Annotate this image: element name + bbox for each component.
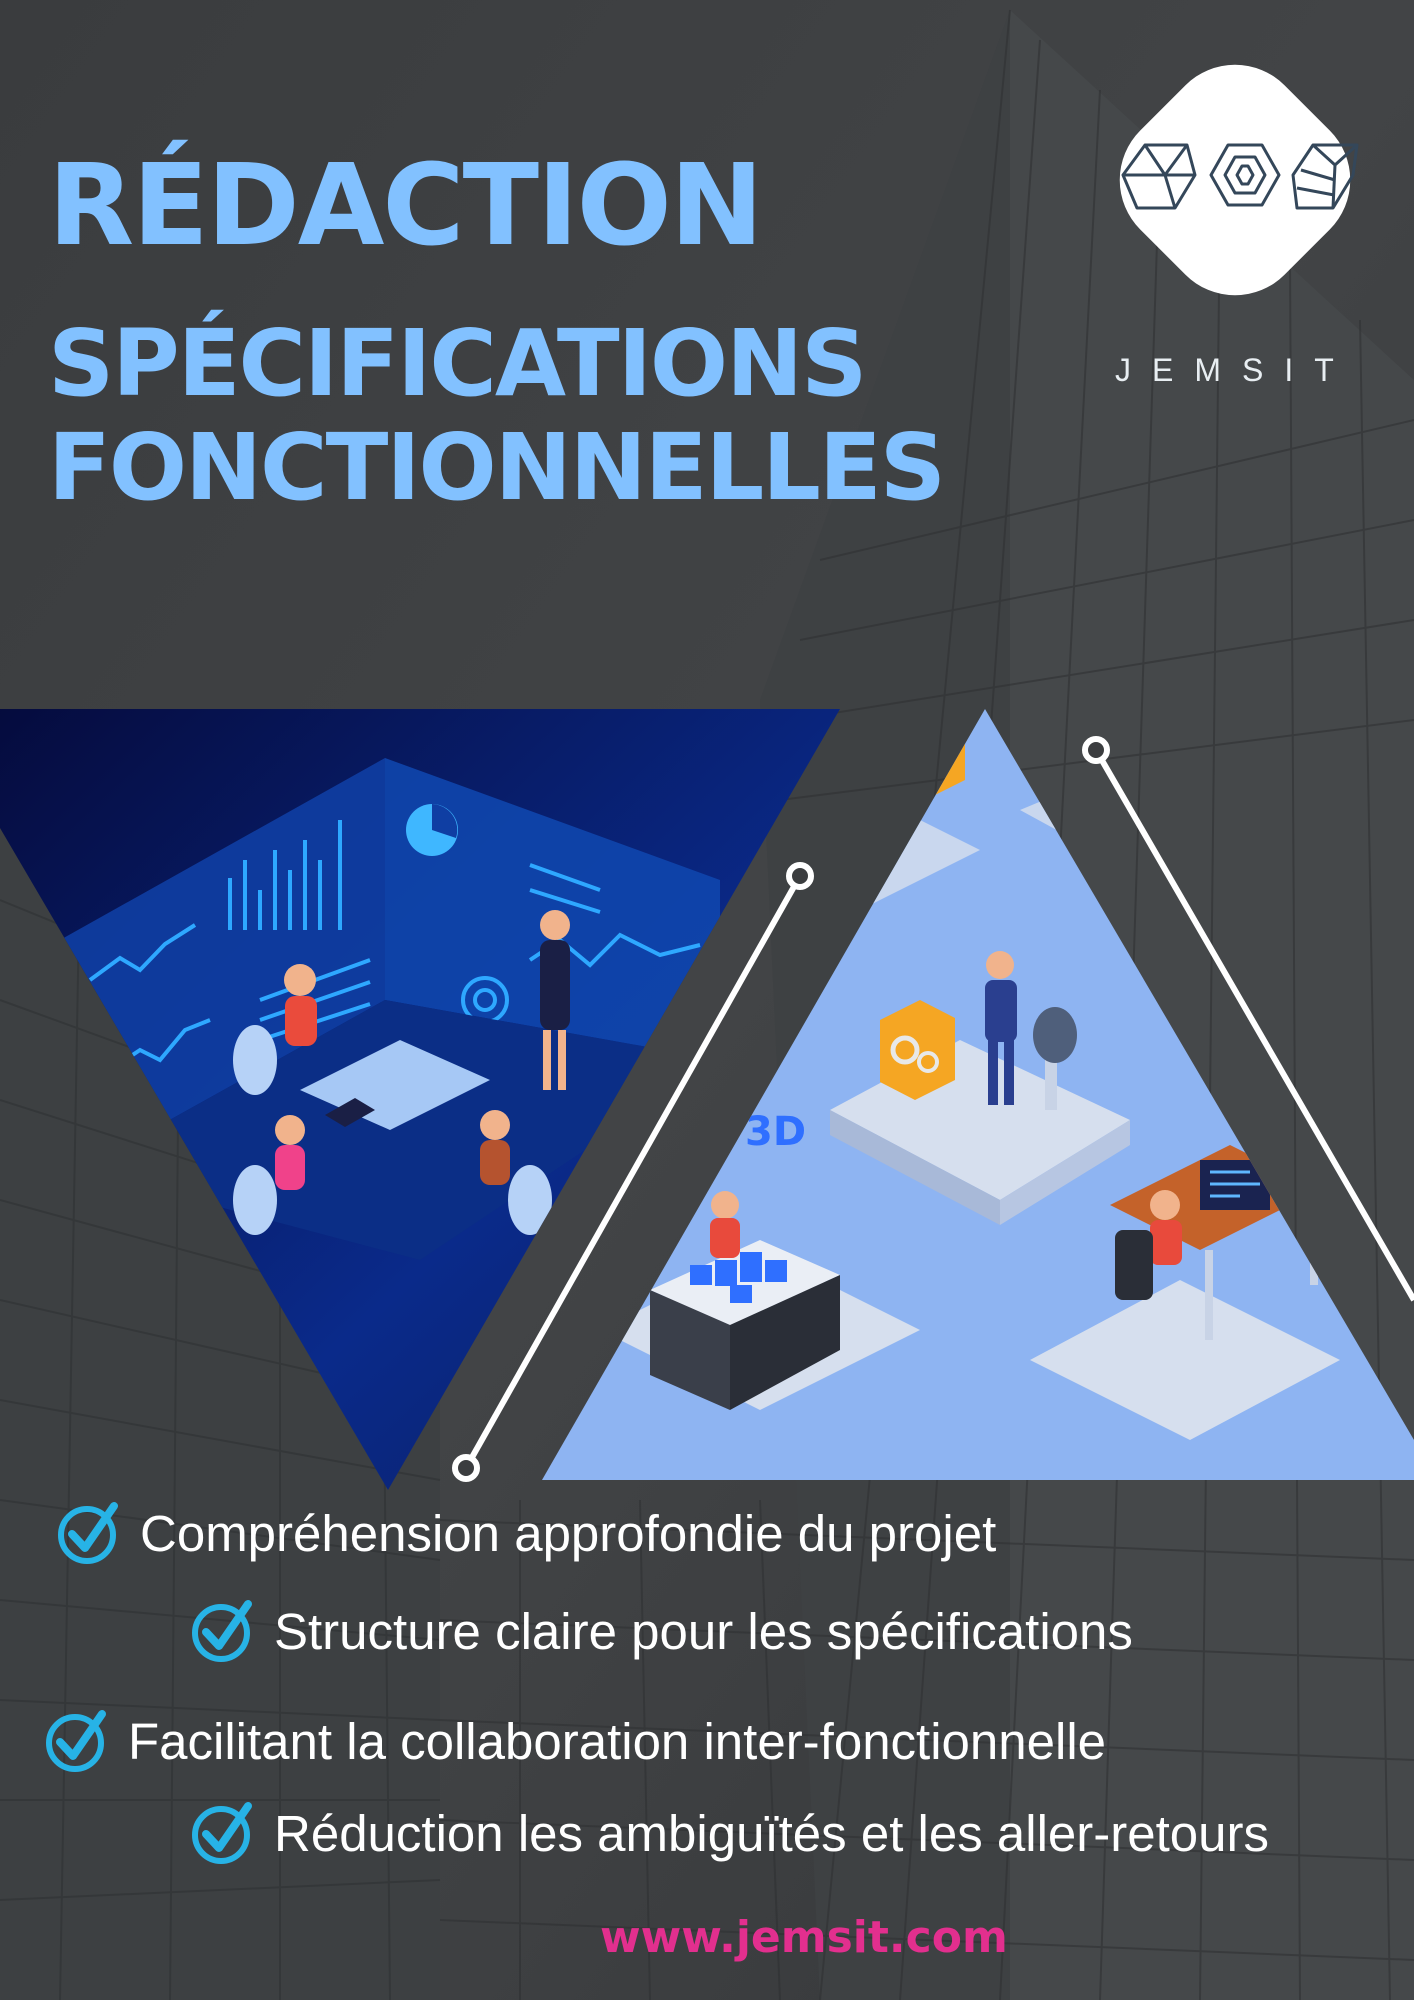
checkmark-icon xyxy=(192,1600,252,1662)
checkmark-icon xyxy=(46,1710,106,1772)
feature-text: Compréhension approfondie du projet xyxy=(140,1504,997,1562)
connector-lines xyxy=(463,748,1414,1470)
feature-text: Structure claire pour les spécifications xyxy=(274,1602,1133,1660)
feature-text: Facilitant la collaboration inter-foncti… xyxy=(128,1712,1107,1770)
feature-item: Facilitant la collaboration inter-foncti… xyxy=(44,1708,1106,1774)
geometric-cubes-logo-icon xyxy=(1119,64,1359,296)
website-link[interactable]: www.jemsit.com xyxy=(600,1912,1008,1963)
feature-item: Compréhension approfondie du projet xyxy=(56,1500,996,1566)
title-line-3: FONCTIONNELLES xyxy=(48,414,946,521)
checkmark-icon xyxy=(192,1802,252,1864)
title-line-2: SPÉCIFICATIONS xyxy=(48,310,867,417)
title-line-1: RÉDACTION xyxy=(48,141,764,271)
badge-3d: 3D xyxy=(745,1109,806,1155)
hero-illustrations: 3D xyxy=(0,709,1414,1490)
checkmark-icon xyxy=(58,1502,118,1564)
feature-item: Réduction les ambiguïtés et les aller-re… xyxy=(190,1800,1269,1866)
feature-item: Structure claire pour les spécifications xyxy=(190,1598,1133,1664)
brand-name: JEMSIT xyxy=(1115,352,1355,388)
feature-text: Réduction les ambiguïtés et les aller-re… xyxy=(274,1804,1269,1862)
